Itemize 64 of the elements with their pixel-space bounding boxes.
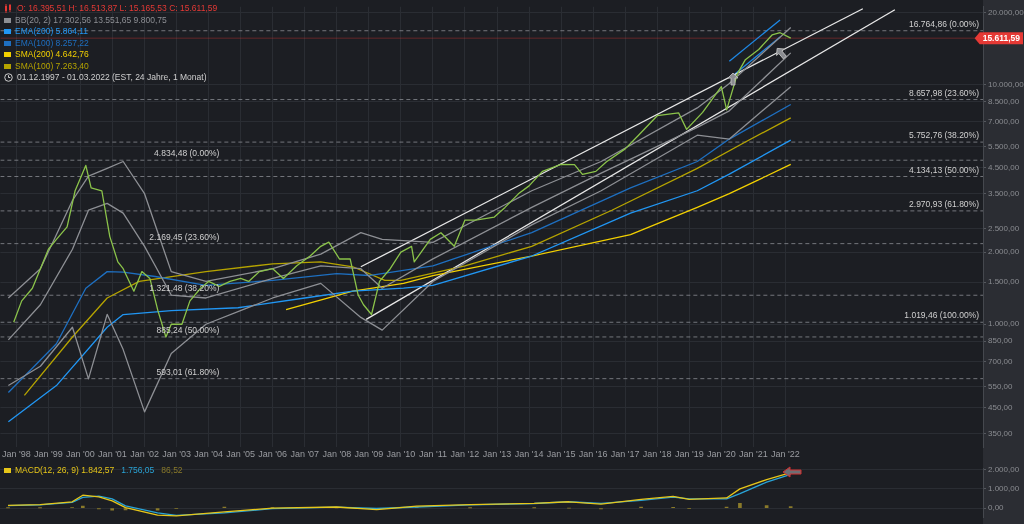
y-tick-label: 850,00 (988, 336, 1014, 346)
x-tick-label: Jan '13 (482, 449, 512, 460)
x-tick-label: Jan '14 (514, 449, 544, 460)
legend-label: MACD(12, 26, 9) 1.842,57 (15, 465, 115, 477)
y-tick-label: 450,00 (988, 402, 1014, 412)
y-tick-label: 3.500,00 (988, 189, 1020, 199)
x-tick-label: Jan '05 (226, 449, 256, 460)
y-tick-label: 8.500,00 (988, 96, 1020, 106)
x-tick-label: Jan '19 (674, 449, 704, 460)
text: 86,52 (161, 465, 183, 477)
y-tick-label: 10.000,00 (988, 79, 1024, 89)
ref-line-label: 5.752,76 (38.20%) (909, 130, 980, 141)
x-tick-label: Jan '98 (2, 449, 31, 460)
y-tick-label: 700,00 (988, 356, 1014, 366)
ref-line-label: 16.764,86 (0.00%) (909, 18, 980, 29)
text: 01.12.1997 - 01.03.2022 (EST, 24 Jahre, 1 Monat) (17, 72, 207, 84)
y-tick-label: 1.000,00 (988, 319, 1020, 329)
ref-line-label: 4.134,13 (50.00%) (909, 164, 980, 175)
y-tick-label: 1.500,00 (988, 277, 1020, 287)
x-tick-label: Jan '02 (130, 449, 159, 460)
x-tick-label: Jan '12 (450, 449, 480, 460)
y-tick-label: 0,00 (988, 503, 1005, 513)
y-tick-label: 2.000,00 (988, 464, 1020, 474)
annotation: 2.169,45 (23.60%) (149, 231, 220, 242)
y-tick-label: 350,00 (988, 428, 1014, 438)
y-tick-label: 4.500,00 (988, 162, 1020, 172)
y-tick-label: 20.000,00 (988, 7, 1024, 17)
y-tick-label: 550,00 (988, 381, 1014, 391)
x-tick-label: Jan '06 (258, 449, 288, 460)
legend-label: BB(20, 2) 17.302,56 13.551,65 9.800,75 (15, 14, 167, 26)
x-tick-label: Jan '08 (322, 449, 352, 460)
legend-label: SMA(100) 7.263,40 (15, 60, 89, 72)
y-tick-label: 5.500,00 (988, 141, 1020, 151)
annotation: 593,01 (61.80%) (156, 366, 220, 377)
x-tick-label: Jan '09 (354, 449, 384, 460)
x-tick-label: Jan '03 (162, 449, 191, 460)
legend-label: EMA(100) 8.257,22 (15, 37, 89, 49)
x-tick-label: Jan '07 (290, 449, 320, 460)
x-tick-label: Jan '16 (578, 449, 608, 460)
ref-line-label: 2.970,93 (61.80%) (909, 198, 980, 209)
x-tick-label: Jan '15 (546, 449, 576, 460)
x-tick-label: Jan '11 (418, 449, 447, 460)
y-tick-label: 2.000,00 (988, 247, 1020, 257)
ref-line-label: 15.611,59 (982, 33, 1021, 44)
ref-line-label: 8.657,98 (23.60%) (909, 87, 980, 98)
x-tick-label: Jan '20 (706, 449, 736, 460)
y-tick-label: 2.500,00 (988, 224, 1020, 234)
x-tick-label: Jan '01 (98, 449, 127, 460)
x-tick-label: Jan '22 (771, 449, 800, 460)
x-tick-label: Jan '04 (194, 449, 223, 460)
y-tick-label: 1.000,00 (988, 484, 1020, 494)
text: 1.756,05 (121, 465, 155, 477)
x-tick-label: Jan '00 (66, 449, 95, 460)
legend-label: SMA(200) 4.642,76 (15, 49, 89, 61)
chart-title: O: 16.395,51 H: 16.513,87 L: 15.165,53 C: 15.611,59 (17, 3, 218, 15)
x-tick-label: Jan '18 (642, 449, 672, 460)
x-tick-label: Jan '17 (610, 449, 640, 460)
legend-label: EMA(200) 5.864,11 (15, 26, 89, 38)
x-tick-label: Jan '10 (386, 449, 416, 460)
annotation: 4.834,48 (0.00%) (154, 148, 220, 159)
ref-line-label: 1.019,46 (100.00%) (904, 310, 980, 321)
x-tick-label: Jan '21 (738, 449, 768, 460)
y-tick-label: 7.000,00 (988, 116, 1020, 126)
x-tick-label: Jan '99 (34, 449, 63, 460)
